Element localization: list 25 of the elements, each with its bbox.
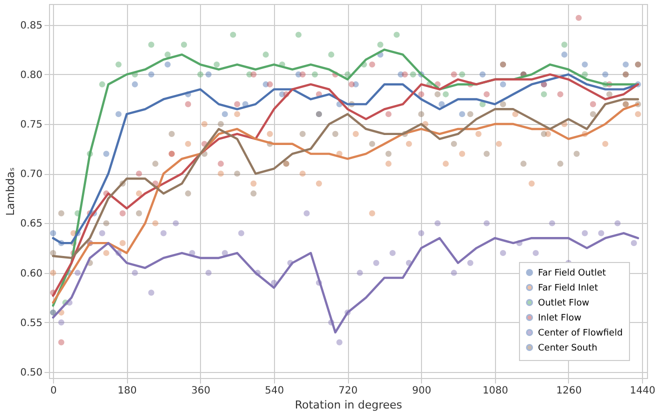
x-tick-label: 720: [338, 386, 358, 396]
x-axis-title: Rotation in degrees: [294, 398, 402, 412]
x-tick-label: 0: [50, 386, 57, 396]
legend-label: Center of Flowfield: [538, 328, 623, 338]
x-tick-label: 1440: [630, 386, 656, 396]
x-tick-label: 540: [264, 386, 284, 396]
x-tick-label: 1260: [556, 386, 582, 396]
x-tick-label: 1080: [482, 386, 508, 396]
y-axis-title: Lambdaₛ: [4, 167, 18, 216]
y-tick-label: 0.75: [20, 120, 42, 131]
legend-label: Outlet Flow: [538, 298, 590, 308]
y-tick-label: 0.70: [20, 169, 42, 180]
y-tick-label: 0.55: [20, 318, 42, 329]
legend-label: Far Field Inlet: [538, 284, 598, 294]
x-tick-label: 180: [118, 386, 137, 396]
y-tick-label: 0.60: [20, 268, 42, 280]
legend-label: Far Field Outlet: [538, 268, 606, 278]
y-tick-label: 0.65: [20, 218, 42, 230]
x-tick-label: 360: [191, 386, 210, 396]
y-tick-label: 0.80: [20, 70, 42, 81]
legend-label: Inlet Flow: [538, 314, 582, 324]
y-tick-label: 0.50: [20, 368, 42, 379]
x-tick-label: 900: [412, 386, 432, 396]
y-tick-label: 0.85: [20, 20, 42, 32]
legend-label: Center South: [538, 344, 598, 354]
